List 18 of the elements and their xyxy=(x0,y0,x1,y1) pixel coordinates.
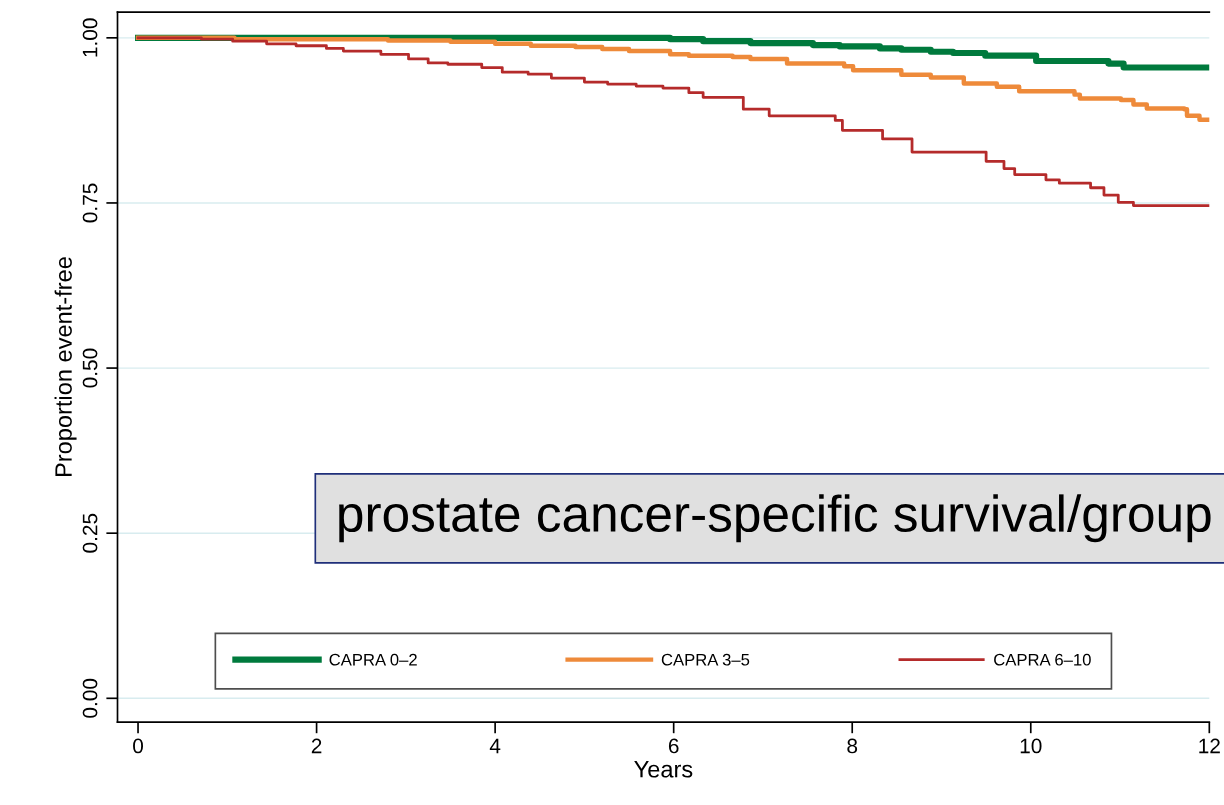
legend-label: CAPRA 6–10 xyxy=(994,653,1091,666)
x-tick-label: 10 xyxy=(1020,738,1042,754)
x-tick-label: 8 xyxy=(847,738,858,754)
x-tick-label: 4 xyxy=(489,738,501,754)
y-tick-label: 0.75 xyxy=(82,183,98,223)
annotation: prostate cancer-specific survival/group xyxy=(339,494,1211,543)
y-axis-title: Proportion event-free xyxy=(54,257,77,477)
legend-label: CAPRA 3–5 xyxy=(661,653,750,666)
y-tick-label: 0.00 xyxy=(82,678,98,718)
x-axis-title: Years xyxy=(634,761,693,778)
x-tick-label: 6 xyxy=(668,738,679,754)
y-tick-label: 1.00 xyxy=(82,18,98,57)
y-tick-label: 0.50 xyxy=(82,348,98,388)
legend-label: CAPRA 0–2 xyxy=(329,653,417,666)
y-tick-label: 0.25 xyxy=(82,513,98,553)
x-tick-label: 12 xyxy=(1199,738,1220,754)
x-tick-label: 2 xyxy=(311,738,322,754)
x-tick-label: 0 xyxy=(133,738,144,754)
